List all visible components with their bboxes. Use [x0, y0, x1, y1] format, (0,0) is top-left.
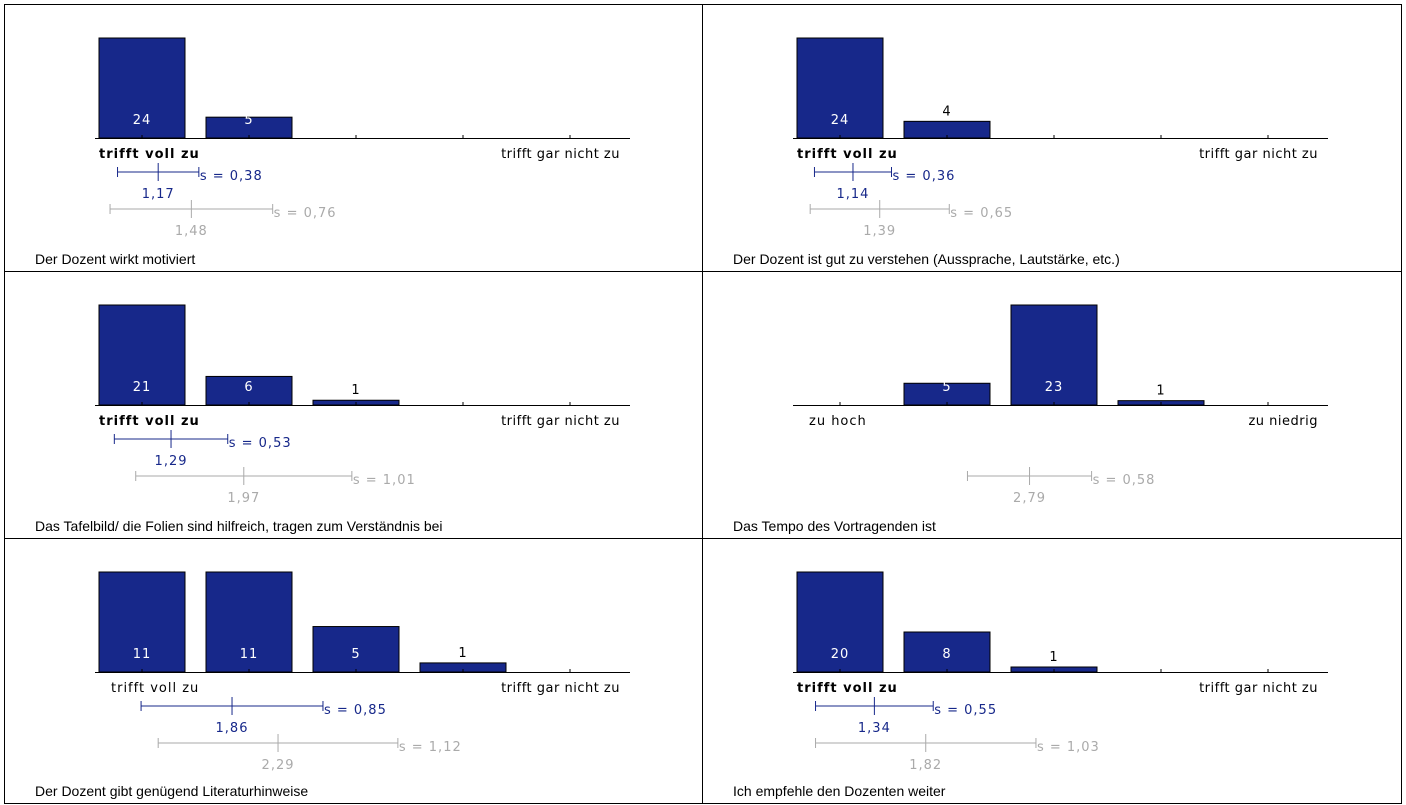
bar-3 [1010, 304, 1098, 406]
chart-cell-1: 24 5 trifft voll zu trifft gar nicht zu 1,17… [5, 5, 703, 272]
reference-sd-label: s = 0,58 [1093, 473, 1156, 488]
axis-left-label: trifft voll zu [797, 681, 898, 696]
reference-mean-label: 1,48 [175, 224, 208, 239]
bar-value-3: 5 [351, 647, 360, 662]
chart-cell-3: 21 6 1 trifft voll zu trifft gar nicht zu 1,2… [5, 272, 703, 539]
bar-value-2: 5 [244, 113, 253, 128]
mean-sd-label: s = 0,55 [934, 703, 997, 718]
reference-sd-label: s = 0,76 [274, 206, 337, 221]
bar-value-1: 21 [133, 380, 152, 395]
chart-cell-5: 11 11 5 1 trifft voll zu trifft gar nicht zu 1… [5, 539, 703, 803]
chart-6-title: Ich empfehle den Dozenten weiter [733, 783, 946, 799]
mean-mean-label: 1,14 [837, 187, 870, 202]
bar-value-1: 24 [831, 113, 850, 128]
bar-value-2: 5 [942, 380, 951, 395]
reference-sd-label: s = 1,03 [1037, 740, 1100, 755]
mean-sd-label: s = 0,85 [324, 703, 387, 718]
bar-value-3: 23 [1045, 380, 1064, 395]
bar-value-4: 1 [458, 646, 467, 661]
chart-2-title: Der Dozent ist gut zu verstehen (Ausspra… [733, 251, 1120, 267]
bar-1 [98, 37, 186, 139]
bar-value-2: 4 [942, 104, 951, 119]
chart-3-title: Das Tafelbild/ die Folien sind hilfreich… [35, 518, 443, 534]
bar-2 [205, 571, 293, 673]
chart-4-title: Das Tempo des Vortragenden ist [733, 518, 936, 534]
reference-sd-label: s = 0,65 [950, 206, 1013, 221]
axis-right-label: trifft gar nicht zu [501, 414, 620, 429]
reference-mean-label: 1,97 [227, 491, 260, 506]
reference-mean-label: 1,39 [863, 224, 896, 239]
bar-value-3: 1 [1049, 650, 1058, 665]
reference-mean-label: 2,79 [1013, 491, 1046, 506]
axis-right-label: zu niedrig [1248, 414, 1318, 429]
reference-sd-label: s = 1,01 [353, 473, 416, 488]
chart-3-svg: 21 6 1 trifft voll zu trifft gar nicht zu 1,2… [95, 304, 630, 506]
chart-6-svg: 20 8 1 trifft voll zu trifft gar nicht zu 1,3… [793, 571, 1328, 773]
mean-sd-label: s = 0,38 [200, 169, 263, 184]
bar-1 [796, 571, 884, 673]
bar-value-1: 20 [831, 647, 850, 662]
mean-sd-label: s = 0,36 [893, 169, 956, 184]
bar-2 [903, 631, 991, 673]
mean-sd-label: s = 0,53 [229, 436, 292, 451]
bar-value-1: 24 [133, 113, 152, 128]
mean-mean-label: 1,34 [858, 721, 891, 736]
bar-value-2: 8 [942, 647, 951, 662]
bar-value-2: 11 [240, 647, 259, 662]
bar-1 [796, 37, 884, 139]
bar-1 [98, 571, 186, 673]
mean-mean-label: 1,86 [216, 721, 249, 736]
axis-left-label: trifft voll zu [99, 147, 200, 162]
reference-mean-label: 1,82 [909, 758, 942, 773]
axis-right-label: trifft gar nicht zu [1199, 147, 1318, 162]
mean-mean-label: 1,29 [155, 454, 188, 469]
axis-left-label: zu hoch [809, 414, 867, 429]
chart-2-svg: 24 4 trifft voll zu trifft gar nicht zu 1,14… [793, 37, 1328, 239]
chart-4-svg: 5 23 1 zu hoch zu niedrig 2,79 s = 0,58 [793, 304, 1328, 506]
axis-right-label: trifft gar nicht zu [501, 681, 620, 696]
bar-value-1: 11 [133, 647, 152, 662]
chart-grid: 24 5 trifft voll zu trifft gar nicht zu 1,17… [4, 4, 1402, 804]
bar-value-2: 6 [244, 380, 253, 395]
chart-cell-6: 20 8 1 trifft voll zu trifft gar nicht zu 1,3… [703, 539, 1401, 803]
bar-value-4: 1 [1156, 384, 1165, 399]
chart-5-title: Der Dozent gibt genügend Literaturhinwei… [35, 783, 309, 799]
bar-3 [312, 626, 400, 673]
bar-value-3: 1 [351, 383, 360, 398]
reference-sd-label: s = 1,12 [399, 740, 462, 755]
chart-cell-4: 5 23 1 zu hoch zu niedrig 2,79 s = 0,58 Das Te… [703, 272, 1401, 539]
chart-5-svg: 11 11 5 1 trifft voll zu trifft gar nicht zu 1… [95, 571, 630, 773]
chart-cell-2: 24 4 trifft voll zu trifft gar nicht zu 1,14… [703, 5, 1401, 272]
axis-left-label: trifft voll zu [111, 681, 199, 696]
axis-right-label: trifft gar nicht zu [1199, 681, 1318, 696]
axis-left-label: trifft voll zu [99, 414, 200, 429]
axis-right-label: trifft gar nicht zu [501, 147, 620, 162]
reference-mean-label: 2,29 [262, 758, 295, 773]
chart-1-svg: 24 5 trifft voll zu trifft gar nicht zu 1,17… [95, 37, 630, 239]
axis-left-label: trifft voll zu [797, 147, 898, 162]
chart-1-title: Der Dozent wirkt motiviert [35, 251, 196, 267]
mean-mean-label: 1,17 [142, 187, 175, 202]
